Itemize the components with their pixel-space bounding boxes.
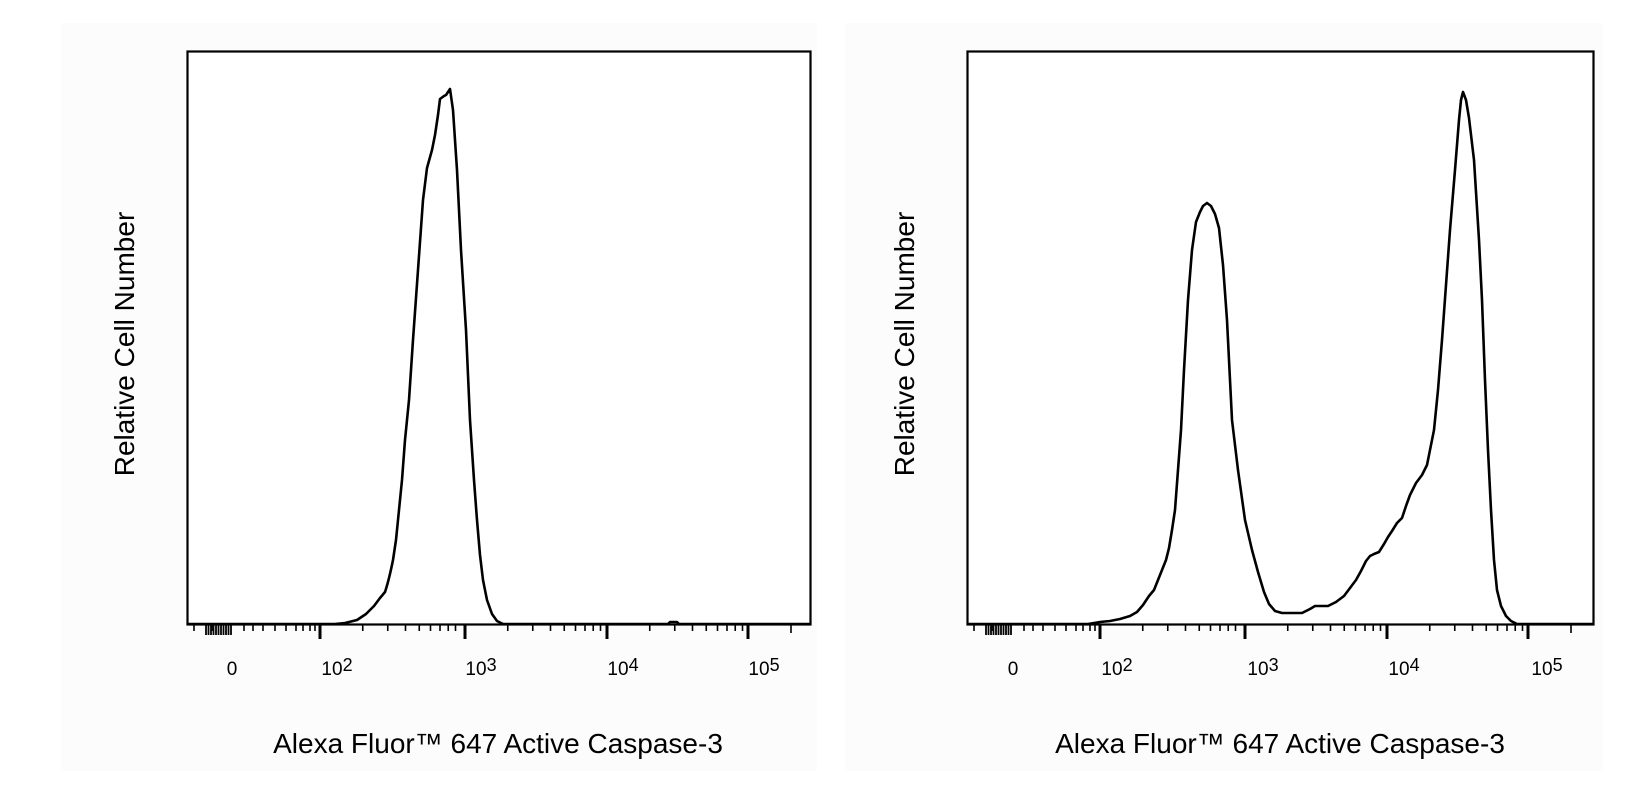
right-x-axis-ticks — [973, 625, 1572, 639]
left-tick-label-1e3: 103 — [465, 655, 497, 680]
left-plot-frame — [186, 50, 812, 626]
right-plot-frame — [966, 50, 1595, 626]
right-tick-label-1e2: 102 — [1101, 655, 1133, 680]
left-x-axis-label: Alexa Fluor™ 647 Active Caspase-3 — [273, 728, 723, 759]
left-histogram-curve — [187, 87, 810, 626]
right-histogram-curve — [967, 90, 1593, 626]
right-x-axis-label: Alexa Fluor™ 647 Active Caspase-3 — [1055, 728, 1505, 759]
left-tick-label-1e4: 104 — [607, 655, 639, 680]
right-tick-label-1e4: 104 — [1388, 655, 1420, 680]
right-tick-label-0: 0 — [1007, 659, 1019, 680]
left-x-axis-ticks — [193, 625, 792, 639]
right-tick-label-1e5: 105 — [1531, 655, 1563, 680]
right-tick-label-1e3: 103 — [1247, 655, 1279, 680]
left-tick-label-1e2: 102 — [321, 655, 353, 680]
left-tick-label-1e5: 105 — [748, 655, 780, 680]
left-tick-label-0: 0 — [226, 659, 238, 680]
